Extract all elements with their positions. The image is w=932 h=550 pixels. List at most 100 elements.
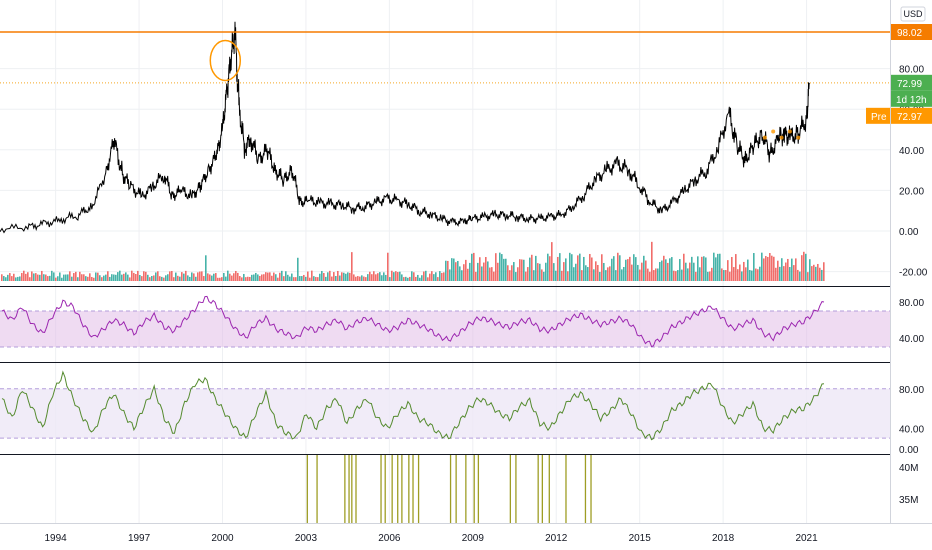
volume-bar <box>399 271 401 281</box>
last-price-tag-box <box>891 74 932 91</box>
volume-bar <box>497 262 499 281</box>
volume-bar <box>297 257 299 281</box>
volume-bar <box>193 273 195 281</box>
volume-bar <box>625 259 627 281</box>
volume-bar <box>769 253 771 281</box>
volume-bar <box>539 263 541 281</box>
volume-bar <box>605 270 607 281</box>
volume-bar <box>11 276 13 281</box>
volume-bar <box>347 272 349 281</box>
volume-bar <box>579 253 581 281</box>
volume-bar <box>9 273 11 281</box>
volume-bar <box>793 265 795 281</box>
volume-bar <box>383 272 385 281</box>
volume-bar <box>237 272 239 281</box>
time-axis-tick: 2006 <box>378 533 401 544</box>
volume-bar <box>3 276 5 281</box>
volume-bar <box>451 258 453 281</box>
volume-bar <box>267 272 269 281</box>
volume-bar <box>167 274 169 281</box>
volume-bar <box>337 270 339 281</box>
volume-bar <box>363 276 365 281</box>
price-axis-tick: 40.00 <box>899 146 924 157</box>
volume-bar <box>411 271 413 281</box>
volume-bar <box>149 277 151 281</box>
volume-bar <box>795 258 797 281</box>
currency-label: USD <box>903 9 923 19</box>
volume-bar <box>683 253 685 281</box>
time-axis-background <box>0 524 932 550</box>
volume-bar <box>291 273 293 281</box>
volume-bar <box>133 272 135 281</box>
volume-bar <box>571 254 573 281</box>
volume-bar <box>185 270 187 281</box>
volume-bar <box>283 276 285 281</box>
volume-bar <box>279 272 281 281</box>
currency-badge[interactable] <box>900 6 926 22</box>
volume-bar <box>345 273 347 281</box>
volume-bar <box>309 277 311 281</box>
volume-bar <box>23 270 25 281</box>
volume-bar <box>231 275 233 281</box>
volume-bar <box>1 274 3 281</box>
volume-bar <box>719 253 721 281</box>
volume-bar <box>679 259 681 281</box>
volume-bar <box>209 274 211 281</box>
volume-bar <box>629 256 631 281</box>
volume-bar <box>137 270 139 281</box>
volume-bar <box>561 270 563 281</box>
volume-bar <box>655 268 657 281</box>
volume-bar <box>351 252 353 281</box>
volume-bar <box>449 269 451 281</box>
volume-bar <box>143 271 145 281</box>
volume-bar <box>249 276 251 281</box>
volume-bar <box>633 254 635 281</box>
volume-bar <box>685 262 687 281</box>
volume-bar <box>181 272 183 281</box>
volume-bar <box>195 276 197 281</box>
price-axis-tick: 80.00 <box>899 65 924 76</box>
volume-bar <box>807 272 809 281</box>
volume-bar <box>799 271 801 281</box>
volume-bar <box>179 276 181 281</box>
volume-bar <box>617 252 619 281</box>
volume-bar <box>263 274 265 281</box>
volume-bar <box>599 271 601 281</box>
volume-bar <box>755 268 757 281</box>
volume-bar <box>33 273 35 281</box>
volume-bar <box>519 259 521 281</box>
volume-bar <box>787 258 789 281</box>
volume-bar <box>667 262 669 281</box>
volume-bar <box>81 274 83 281</box>
volume-bar <box>225 276 227 281</box>
price-panel[interactable] <box>0 21 890 234</box>
volume-bar <box>169 271 171 281</box>
volume-bar <box>475 271 477 281</box>
signal-panel[interactable] <box>306 455 592 523</box>
volume-bar <box>517 267 519 281</box>
volume-bar <box>85 276 87 281</box>
time-axis[interactable]: 1994 1997 2000 2003 2006 2009 2012 2015 2018 2021 <box>0 524 932 550</box>
volume-bar <box>501 254 503 281</box>
volume-bar <box>773 256 775 281</box>
volume-bar <box>641 262 643 281</box>
volume-bar <box>251 274 253 281</box>
volume-bar <box>393 272 395 281</box>
volume-bar <box>483 262 485 281</box>
volume-bar <box>79 271 81 281</box>
volume-bar <box>535 255 537 281</box>
volume-bar <box>433 274 435 281</box>
rsi-panel-1[interactable] <box>1 295 825 348</box>
rsi-panel-2[interactable] <box>1 370 825 441</box>
volume-bar <box>559 253 561 281</box>
volume-bar <box>695 271 697 281</box>
pre-market-label: Pre <box>871 112 887 123</box>
volume-bar <box>737 269 739 281</box>
volume-bar <box>19 276 21 281</box>
panel-separators[interactable] <box>0 286 932 524</box>
volume-bar <box>303 274 305 281</box>
volume-bar <box>95 272 97 281</box>
volume-bar <box>421 275 423 281</box>
volume-bar <box>593 269 595 281</box>
